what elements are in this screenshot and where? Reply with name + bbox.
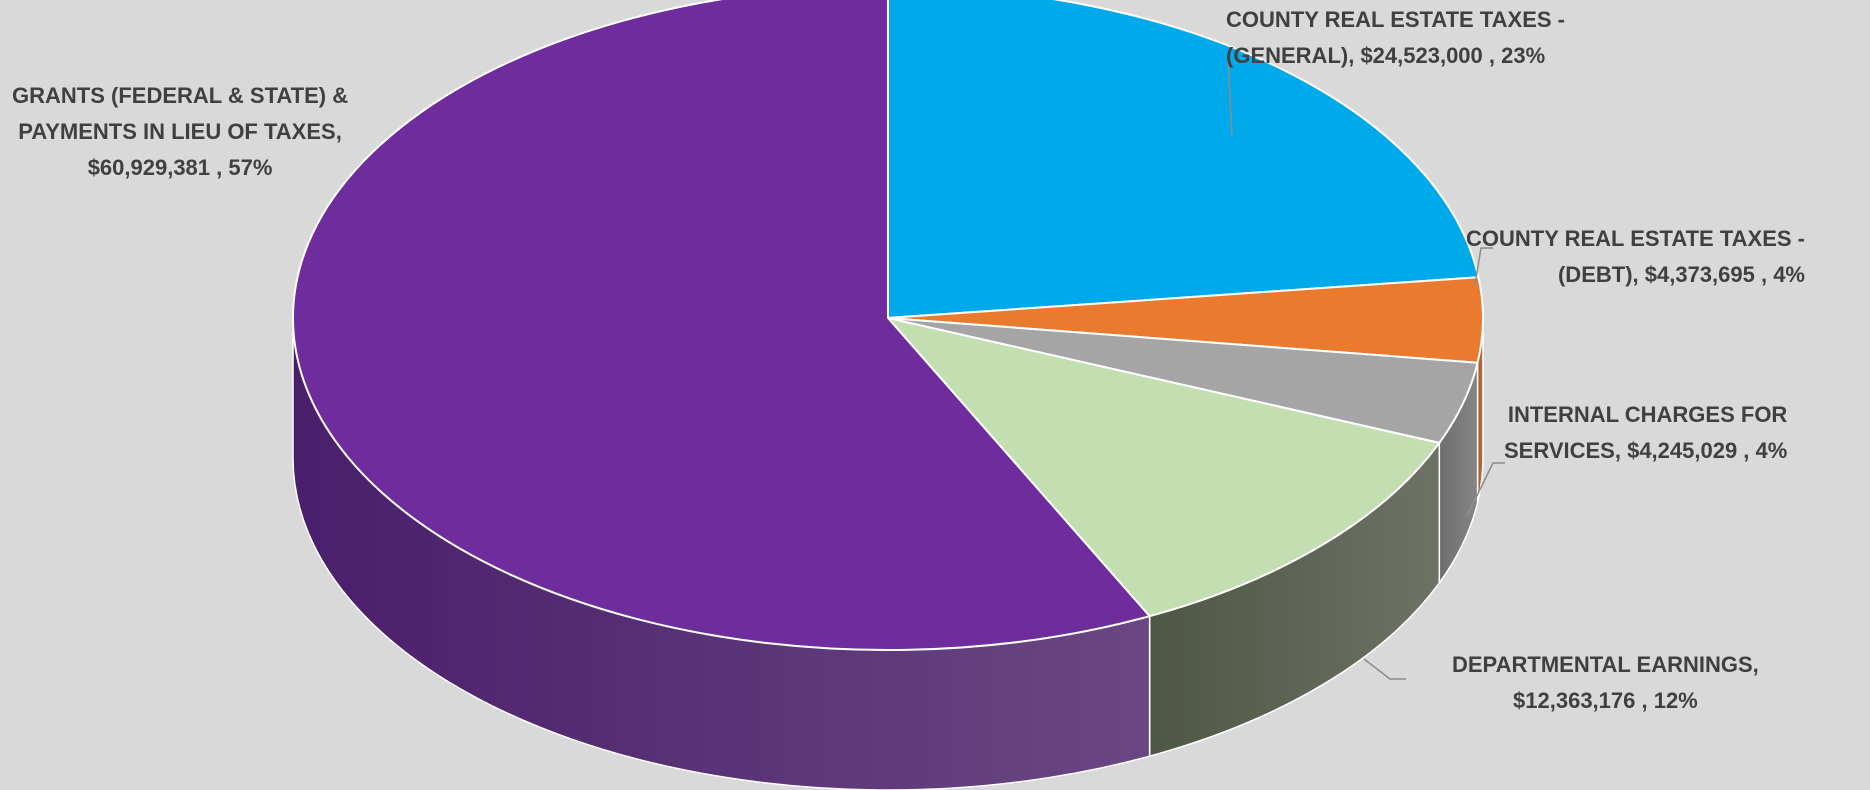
leader-county-general bbox=[1227, 57, 1233, 137]
label-county-debt-line-1: COUNTY REAL ESTATE TAXES - bbox=[1466, 226, 1805, 251]
label-grants-line-3: $60,929,381 , 57% bbox=[87, 155, 273, 180]
label-grants-line-1: GRANTS (FEDERAL & STATE) & bbox=[12, 83, 349, 108]
label-county-debt-line-2: (DEBT), $4,373,695 , 4% bbox=[1557, 262, 1805, 287]
label-county-general-line-1: COUNTY REAL ESTATE TAXES - bbox=[1226, 7, 1565, 32]
label-county-general: COUNTY REAL ESTATE TAXES - (GENERAL), $2… bbox=[1226, 2, 1565, 74]
label-internal-charges-line-2: SERVICES, $4,245,029 , 4% bbox=[1504, 438, 1788, 463]
label-departmental-earnings-line-2: $12,363,176 , 12% bbox=[1513, 688, 1698, 713]
leader-county-debt bbox=[1474, 247, 1493, 286]
label-internal-charges-line-1: INTERNAL CHARGES FOR bbox=[1507, 402, 1788, 427]
label-grants: GRANTS (FEDERAL & STATE) & PAYMENTS IN L… bbox=[12, 78, 348, 186]
label-grants-line-2: PAYMENTS IN LIEU OF TAXES, bbox=[18, 119, 342, 144]
leader-internal-charges bbox=[1466, 462, 1505, 517]
leader-departmental-earnings bbox=[1363, 658, 1406, 680]
pie-slice-departmental-earnings bbox=[887, 317, 1441, 618]
label-county-debt: COUNTY REAL ESTATE TAXES - (DEBT), $4,37… bbox=[1466, 221, 1805, 293]
pie-slice-grants-federal-state-payments-in-lieu-of-taxes bbox=[292, 0, 1151, 651]
pie-slice-county-real-estate-taxes-general bbox=[887, 0, 1480, 319]
label-county-general-line-2: (GENERAL), $24,523,000 , 23% bbox=[1226, 43, 1546, 68]
label-departmental-earnings-line-1: DEPARTMENTAL EARNINGS, bbox=[1452, 652, 1759, 677]
label-departmental-earnings: DEPARTMENTAL EARNINGS, $12,363,176 , 12% bbox=[1452, 647, 1759, 719]
label-internal-charges: INTERNAL CHARGES FOR SERVICES, $4,245,02… bbox=[1504, 397, 1787, 469]
